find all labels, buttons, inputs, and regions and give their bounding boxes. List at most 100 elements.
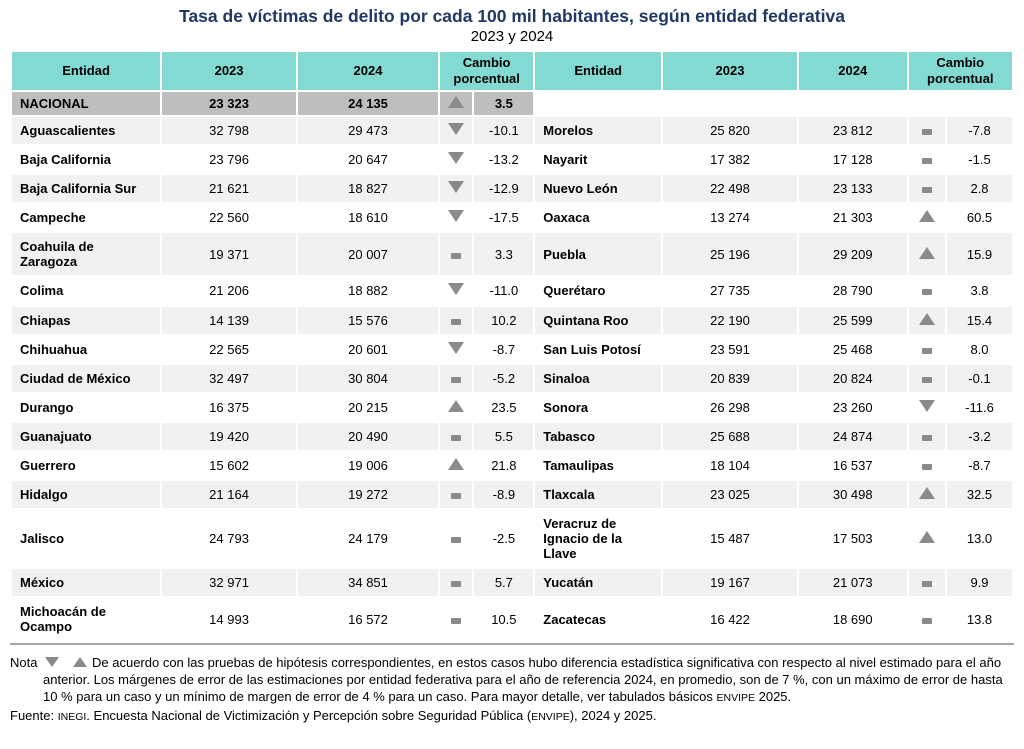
value-2024: 29 473 [298,116,438,145]
value-2024: 21 303 [832,210,873,226]
entity-name: Tlaxcala [535,480,662,509]
table-row: Hidalgo 21 164 19 272 -8.9 Tlaxcala 23 0… [12,480,1012,509]
table-row: Aguascalientes 32 798 29 473 -10.1 Morel… [12,116,1012,145]
col-header-cambio-left: Cambio porcentual [440,51,534,90]
table-row: Campeche 22 560 18 610 -17.5 Oaxaca 13 2… [12,204,1012,231]
value-2023: 32 971 [162,569,297,597]
value-2023: 21 621 [162,175,297,203]
up-triangle-icon [918,531,935,544]
col-header-cambio-right: Cambio porcentual [908,51,1012,90]
change-symbol-cell [440,422,473,450]
value-2024: 24 874 [798,422,907,450]
value-2023: 26 298 [710,399,750,415]
change-value: -12.9 [474,175,534,203]
value-2023: 23 796 [209,152,249,168]
value-2024: 25 599 [798,306,907,334]
note-label: Nota [10,654,38,670]
change-value: -10.1 [474,116,534,145]
table-row: Colima 21 206 18 882 -11.0 Querétaro 27 … [12,277,1012,304]
no-change-icon [451,252,462,259]
no-change-icon [921,347,932,354]
value-2023: 27 735 [710,283,750,299]
change-value: 32.5 [947,480,1012,509]
value-2024: 20 647 [348,152,388,168]
note-body-end: 2025. [755,689,792,705]
change-symbol-cell [440,480,473,509]
entity-name: Guerrero [20,457,76,473]
entity-name: Querétaro [543,283,606,299]
report-page: Tasa de víctimas de delito por cada 100 … [10,6,1014,724]
change-symbol-cell [908,233,946,276]
value-2024: 34 851 [298,569,438,597]
no-change-icon [921,289,932,296]
change-symbol-cell [440,336,472,363]
change-value: -1.5 [968,152,991,168]
change-symbol-cell [908,422,946,450]
change-value: 60.5 [966,210,993,226]
change-value: 23.5 [491,399,517,415]
change-symbol-cell [909,204,946,231]
value-2024: 25 468 [832,341,873,357]
change-symbol-cell [440,306,473,334]
value-2023: 16 422 [710,611,750,627]
entity-name: Aguascalientes [12,116,161,145]
down-triangle-icon [448,283,465,296]
note-text: De acuerdo con las pruebas de hipótesis … [43,654,1014,707]
entity-name: México [12,569,161,597]
value-2023: 22 560 [209,210,249,226]
table-body: NACIONAL 23 323 24 135 3.5 Aguascaliente… [12,91,1012,641]
table-row: Baja California 23 796 20 647 -13.2 Naya… [12,146,1012,173]
value-2024: 18 610 [348,210,388,226]
value-2024: 28 790 [832,283,873,299]
change-value: 8.0 [970,341,989,357]
page-subtitle: 2023 y 2024 [470,27,554,45]
page-title: Tasa de víctimas de delito por cada 100 … [179,6,845,26]
change-value: 2.8 [947,175,1012,203]
table-row: Jalisco 24 793 24 179 -2.5 Veracruz de I… [12,510,1012,567]
entity-name: Colima [20,283,64,299]
change-symbol-cell [440,452,472,479]
value-2024: 18 827 [298,175,438,203]
value-2024: 30 498 [798,480,907,509]
entity-name: Zacatecas [543,611,607,627]
national-row: NACIONAL 23 323 24 135 3.5 [12,91,1012,115]
change-symbol-cell [909,510,946,567]
change-symbol-cell [908,175,946,203]
entity-name: Chihuahua [20,341,88,357]
table-row: Chiapas 14 139 15 576 10.2 Quintana Roo … [12,306,1012,334]
value-2023: 23 025 [663,480,797,509]
value-2023: 24 793 [209,531,249,547]
change-value: 15.4 [947,306,1012,334]
value-2023: 19 371 [162,233,297,276]
up-triangle-icon [918,486,935,499]
value-2023: 14 993 [209,611,249,627]
down-triangle-icon [448,122,465,135]
change-value: 15.9 [947,233,1012,276]
value-2023: 16 375 [209,399,249,415]
entity-name: Durango [20,399,74,415]
value-2023: 18 104 [710,457,750,473]
change-value: 13.0 [966,531,993,547]
no-change-icon [921,581,932,588]
value-2023: 23 323 [162,91,297,115]
entity-name: Campeche [20,210,86,226]
value-2024: 20 490 [298,422,438,450]
up-triangle-icon [448,457,465,470]
col-header-2024-left: 2024 [298,51,438,90]
value-2024: 20 601 [348,341,388,357]
value-2023: 13 274 [710,210,750,226]
value-2023: 21 206 [209,283,249,299]
value-2023: 25 820 [663,116,797,145]
source-end: ), 2024 y 2025. [569,708,657,724]
entity-name: Nuevo León [535,175,662,203]
down-triangle-icon [45,656,59,667]
table-row: Baja California Sur 21 621 18 827 -12.9 … [12,175,1012,203]
value-2023: 15 487 [710,531,750,547]
change-symbol-cell [440,569,473,597]
no-change-icon [451,318,462,325]
table-row: Durango 16 375 20 215 23.5 Sonora 26 298… [12,394,1012,421]
value-2023: 25 196 [663,233,797,276]
value-2024: 23 812 [798,116,907,145]
entity-name: Tabasco [535,422,662,450]
entity-name: NACIONAL [12,91,161,115]
